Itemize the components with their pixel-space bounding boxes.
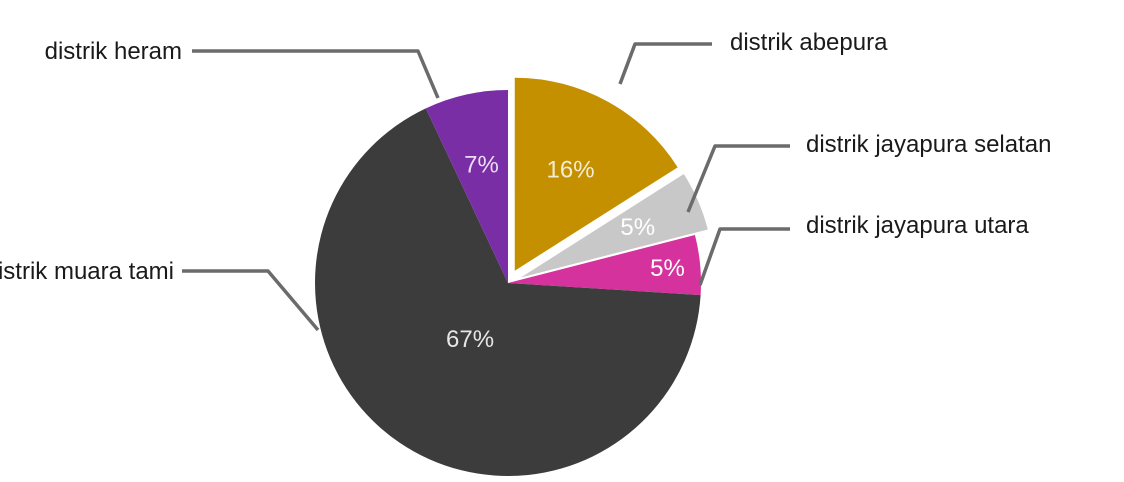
pie-slice-distrik-muara-tami: [314, 108, 701, 476]
category-label-distrik-jayapura-selatan: distrik jayapura selatan: [806, 131, 1051, 158]
pie-value-label-distrik-heram: 7%: [464, 151, 499, 178]
category-label-distrik-muara-tami: distrik muara tami: [0, 258, 174, 285]
leader-line-distrik-jayapura-selatan: [686, 144, 790, 213]
pie-slice-distrik-jayapura-utara: [508, 235, 701, 296]
slices-layer: [314, 77, 708, 476]
pie-value-label-distrik-jayapura-selatan: 5%: [620, 214, 655, 241]
pie-slice-distrik-heram: [425, 90, 508, 283]
pie-value-label-distrik-abepura: 16%: [547, 156, 595, 183]
leader-line-distrik-jayapura-utara: [698, 227, 790, 286]
leader-line-distrik-heram: [192, 49, 440, 99]
category-label-distrik-jayapura-utara: distrik jayapura utara: [806, 212, 1029, 239]
pie-slice-distrik-jayapura-selatan: [520, 174, 708, 278]
leader-line-distrik-abepura: [618, 42, 712, 85]
pie-value-label-distrik-jayapura-utara: 5%: [650, 255, 685, 282]
category-label-distrik-heram: distrik heram: [45, 38, 182, 65]
labels-layer: 16% distrik abepura 5% distrik jayapura sel…: [0, 29, 1051, 353]
leader-line-distrik-muara-tami: [182, 269, 320, 332]
pie-slice-distrik-abepura: [514, 77, 678, 271]
category-label-distrik-abepura: distrik abepura: [730, 29, 888, 56]
pie-value-label-distrik-muara-tami: 67%: [446, 326, 494, 353]
leader-lines-layer: [182, 42, 790, 332]
